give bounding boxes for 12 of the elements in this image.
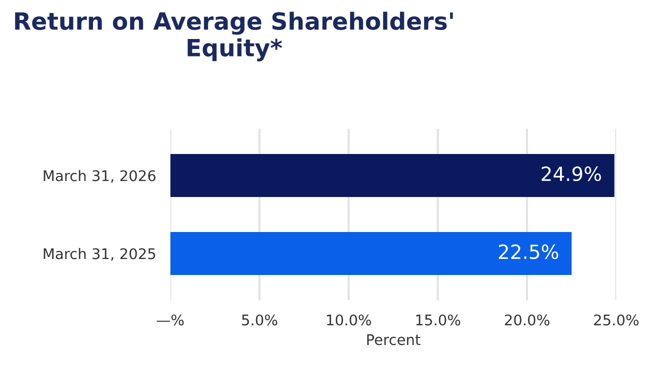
y-tick-label: March 31, 2025	[44, 248, 156, 261]
x-tick-label: —%	[156, 314, 184, 326]
x-tick-label: 15.0%	[416, 314, 460, 326]
y-tick-label: March 31, 2026	[44, 170, 156, 183]
x-axis-title: Percent	[367, 334, 420, 346]
x-tick-label: 20.0%	[504, 314, 550, 326]
data-label: 24.9%	[542, 166, 601, 182]
x-tick-label: 10.0%	[327, 314, 372, 326]
chart-title: Return on Average Shareholders' Equity*	[15, 12, 453, 62]
x-tick-label: 5.0%	[242, 314, 278, 326]
x-tick-label: 25.0%	[594, 314, 639, 326]
data-label: 22.5%	[498, 244, 558, 260]
